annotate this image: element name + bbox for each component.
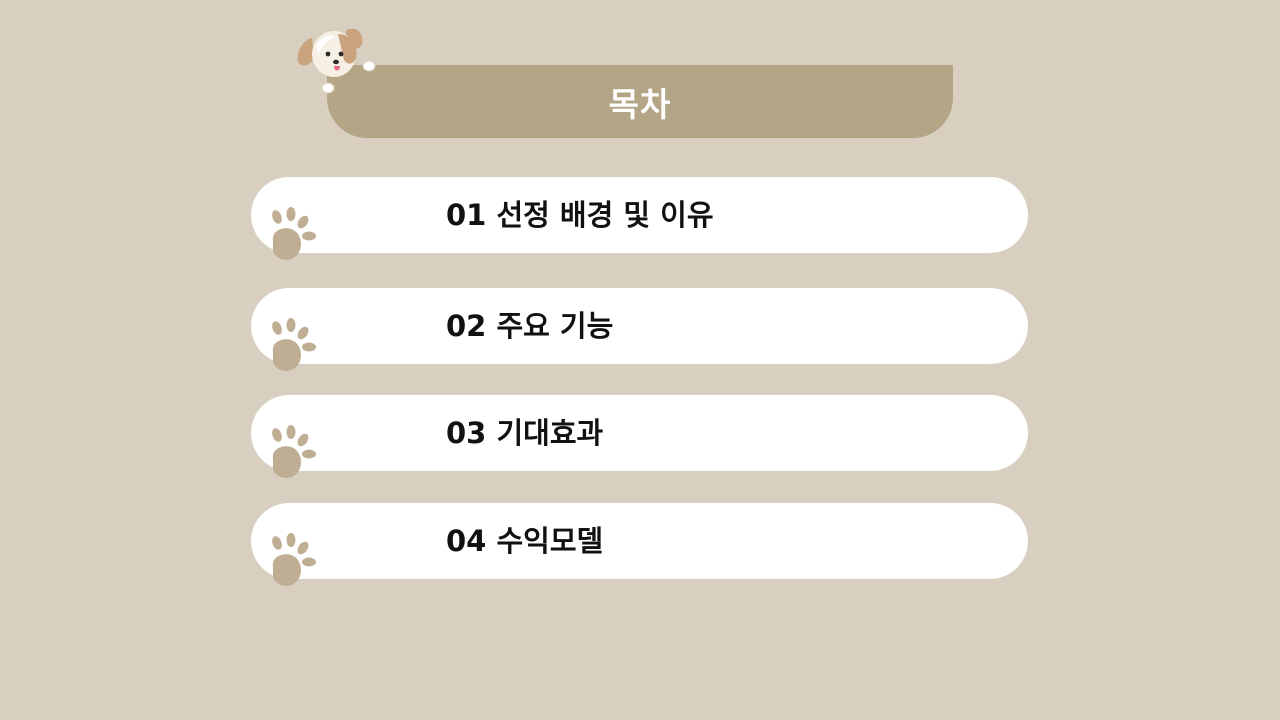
toc-item-label: 02 주요 기능 [446,309,614,343]
toc-item-2[interactable]: 02 주요 기능 [251,288,1028,371]
toc-item-label: 01 선정 배경 및 이유 [446,198,714,232]
toc-item-label: 03 기대효과 [446,416,604,450]
toc-item-3[interactable]: 03 기대효과 [251,395,1028,478]
toc-item-4[interactable]: 04 수익모델 [251,503,1028,586]
paw-icon [272,207,316,260]
page-title: 목차 [608,84,672,124]
dog-icon [297,28,376,94]
paw-icon [272,533,316,586]
title-bar: 목차 [327,65,953,138]
paw-icon [272,318,316,371]
toc-item-label: 04 수익모델 [446,524,604,558]
toc-item-1[interactable]: 01 선정 배경 및 이유 [251,177,1028,260]
paw-icon [272,425,316,478]
